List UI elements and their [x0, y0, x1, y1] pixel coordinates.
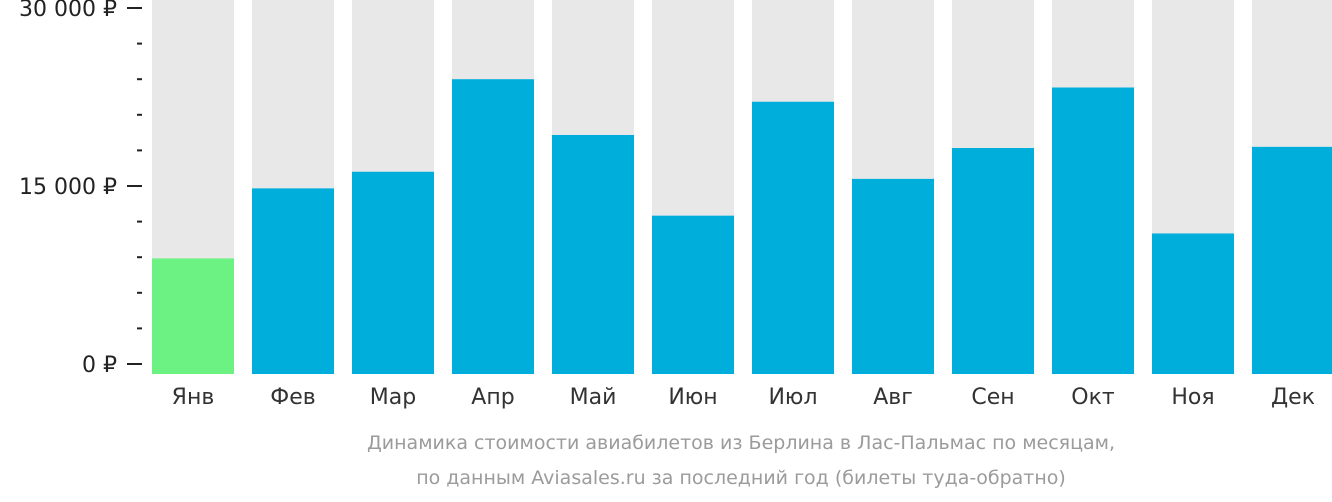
bar-5 — [552, 134, 634, 374]
bar-12 — [1252, 146, 1332, 374]
bar-4 — [452, 79, 534, 374]
y-tick-label: 30 000 ₽ — [19, 0, 117, 22]
chart-caption-line1: Динамика стоимости авиабилетов из Берлин… — [366, 432, 1116, 454]
bar-1 — [152, 258, 234, 374]
y-tick-label: 15 000 ₽ — [19, 175, 117, 200]
bar-6 — [652, 215, 734, 374]
price-bar-chart: 0 ₽ 15 000 ₽ 30 000 ₽ Янв Фев Мар Апр Май Июн Июл… — [19, 0, 1332, 410]
x-tick-label: Окт — [1071, 385, 1115, 410]
bar-8 — [852, 178, 934, 374]
x-tick-label: Дек — [1271, 385, 1315, 410]
x-tick-label: Мар — [370, 385, 416, 410]
bar-10 — [1052, 87, 1134, 375]
bar-9 — [952, 148, 1034, 374]
bar-2 — [252, 188, 334, 374]
bar-11 — [1152, 233, 1234, 374]
x-tick-label: Май — [570, 385, 617, 410]
x-tick-label: Июл — [768, 385, 817, 410]
x-tick-label: Апр — [471, 385, 514, 410]
x-tick-label: Авг — [873, 385, 913, 410]
chart-caption-line2: по данным Aviasales.ru за последний год … — [416, 467, 1066, 489]
x-tick-label: Ноя — [1171, 385, 1214, 410]
y-tick-label: 0 ₽ — [82, 353, 117, 378]
x-tick-label: Июн — [668, 385, 717, 410]
x-tick-label: Сен — [971, 385, 1014, 410]
bar-7 — [752, 101, 834, 374]
x-tick-label: Фев — [270, 385, 315, 410]
bar-3 — [352, 171, 434, 374]
x-tick-label: Янв — [172, 385, 215, 410]
